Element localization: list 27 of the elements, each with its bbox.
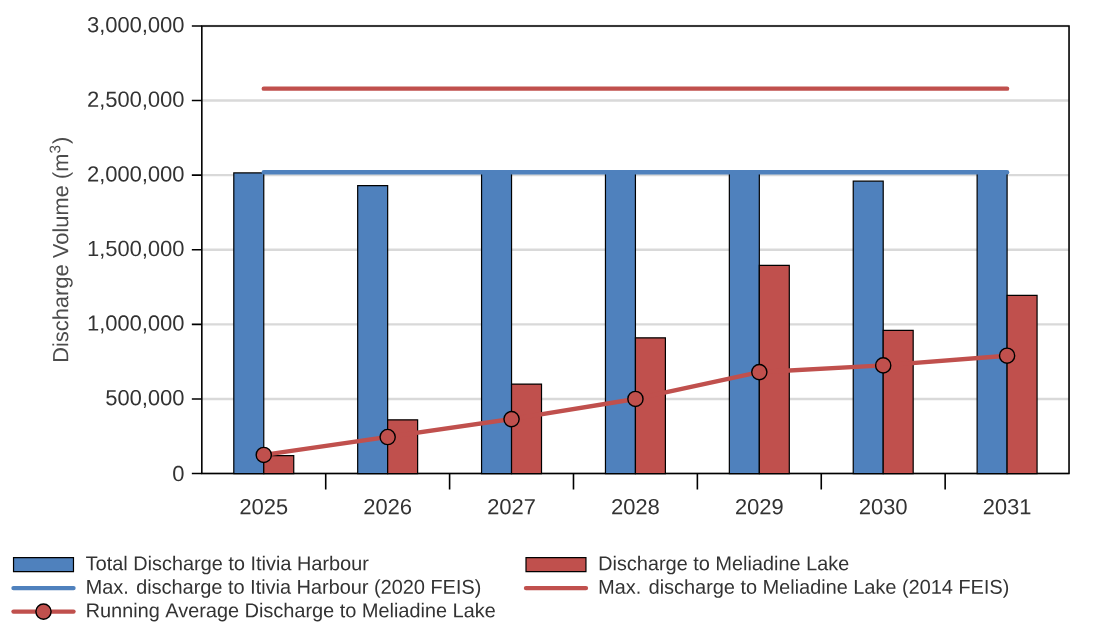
x-tick-label: 2025 <box>240 498 288 515</box>
point <box>998 347 1016 364</box>
x-tick-label: 2028 <box>612 498 659 515</box>
y-tick-label: 500,000 <box>106 389 184 408</box>
legend-label: Discharge to Meliadine Lake <box>599 555 849 575</box>
y-axis-title: Discharge Volume (m$^{3}$) <box>49 137 73 361</box>
legend-label: Max. discharge to Itivia Harbour (2020 FEIS) <box>87 579 481 598</box>
legend-label: Max. discharge to Meliadine Lake (2014 FEIS) <box>599 579 1009 598</box>
y-tick-label: 1,000,000 <box>88 315 184 334</box>
y-tick-label: 2,000,000 <box>88 165 184 185</box>
x-tick-label: 2027 <box>488 498 535 515</box>
x-tick-label: 2030 <box>859 498 907 515</box>
point <box>503 410 520 428</box>
x-tick-label: 2026 <box>364 498 412 515</box>
y-tick-label: 0 <box>173 465 184 482</box>
point <box>255 446 273 464</box>
y-tick-label: 3,000,000 <box>87 16 184 35</box>
legend-label: Total Discharge to Itivia Harbour <box>86 555 369 575</box>
point <box>751 363 768 381</box>
y-tick-label: 1,500,000 <box>88 240 184 259</box>
x-tick-label: 2031 <box>983 498 1031 515</box>
x-tick-label: 2029 <box>736 498 783 515</box>
legend-label: Running Average Discharge to Meliadine Lake <box>87 602 495 622</box>
point <box>874 356 892 374</box>
point <box>379 428 396 446</box>
point <box>627 390 644 408</box>
y-tick-label: 2,500,000 <box>88 91 184 110</box>
